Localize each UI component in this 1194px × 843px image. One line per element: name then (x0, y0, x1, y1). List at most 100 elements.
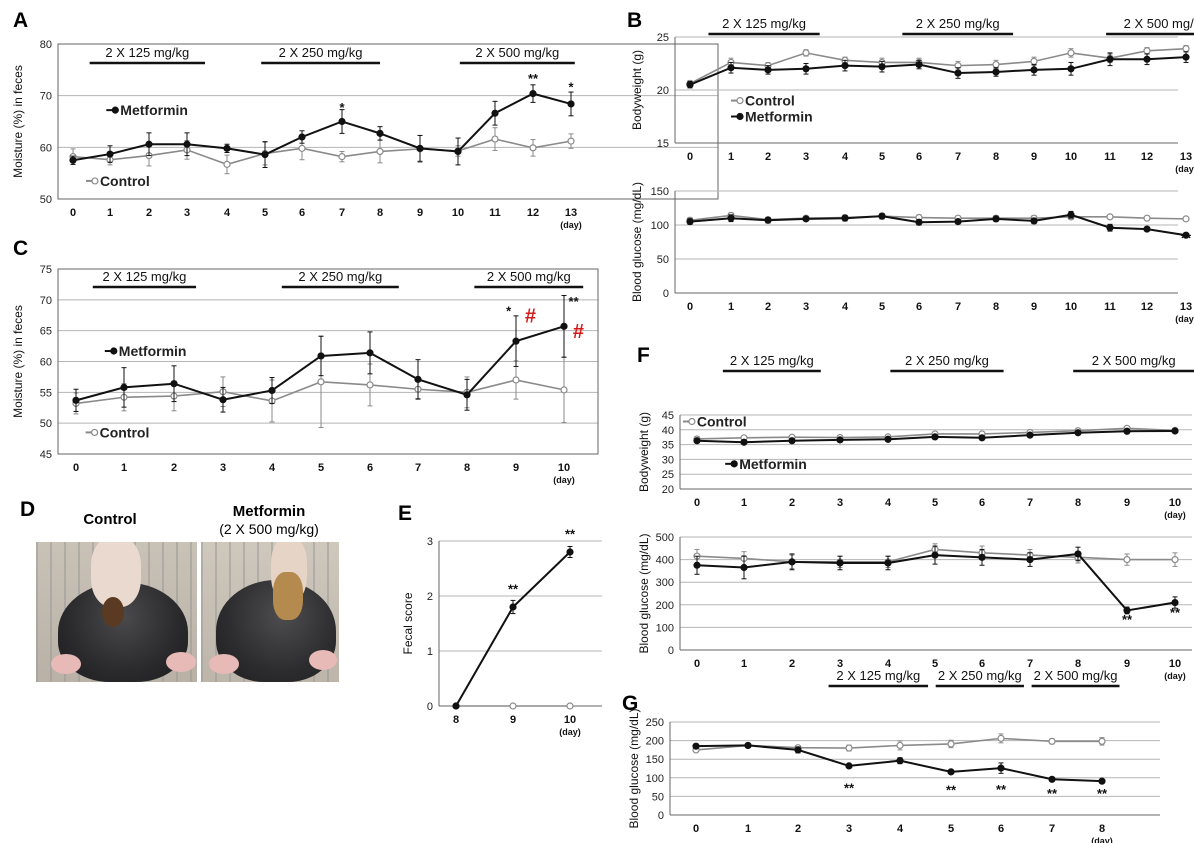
x-tick-label: 3 (184, 207, 190, 219)
data-point (1098, 737, 1106, 745)
x-tick-label: 13 (1180, 151, 1192, 163)
y-tick-label: 150 (646, 754, 664, 766)
data-point (298, 133, 306, 141)
legend-metformin: Metformin (731, 109, 813, 125)
data-point (841, 214, 849, 222)
x-tick-label: 3 (803, 151, 809, 163)
plot-frame (57, 268, 599, 455)
y-axis-title: Moisture (%) in feces (11, 305, 25, 418)
data-point (744, 741, 752, 750)
data-point (1048, 737, 1056, 745)
data-point (997, 764, 1005, 772)
x-unit-label: (day) (1164, 671, 1186, 681)
x-tick-label: 0 (694, 497, 700, 509)
data-point (1067, 211, 1075, 219)
x-tick-label: 2 (171, 462, 177, 474)
y-tick-label: 20 (662, 484, 674, 496)
data-point (896, 757, 904, 765)
y-axis-title: Bodyweight (g) (637, 412, 651, 492)
series-line (72, 138, 572, 166)
significance-marker: ** (844, 781, 855, 796)
data-point (764, 216, 772, 224)
significance-marker: ** (996, 782, 1007, 797)
data-point (145, 140, 153, 148)
y-tick-label: 25 (657, 32, 669, 44)
y-tick-label: 30 (662, 454, 674, 466)
hash-marker: # (525, 306, 536, 328)
data-point (836, 559, 844, 567)
data-point (1026, 555, 1034, 564)
data-point (1106, 55, 1114, 63)
significance-marker: ** (1097, 786, 1108, 801)
x-tick-label: 0 (687, 301, 693, 313)
data-point (106, 150, 114, 158)
y-tick-label: 70 (40, 91, 52, 103)
legend-marker (91, 177, 99, 185)
dose-label: 2 X 500 mg/kg (1034, 668, 1118, 683)
x-tick-label: 8 (1075, 497, 1081, 509)
x-tick-label: 8 (993, 151, 999, 163)
data-point (954, 69, 962, 77)
y-axis-title: Blood glucose (mg/dL) (627, 708, 641, 828)
data-point (338, 153, 346, 161)
data-point (802, 49, 810, 57)
data-point (992, 60, 1000, 69)
data-point (416, 144, 424, 152)
data-point (1182, 215, 1190, 223)
data-point (878, 63, 886, 71)
y-tick-label: 100 (651, 220, 669, 232)
legend-marker (90, 428, 99, 437)
data-point (1106, 213, 1114, 221)
legend-label: Metformin (119, 343, 187, 359)
x-tick-label: 8 (1075, 658, 1081, 670)
legend-label: Metformin (120, 102, 188, 118)
y-tick-label: 15 (657, 138, 669, 150)
y-tick-label: 45 (40, 449, 52, 461)
data-point (567, 137, 575, 145)
data-point (1098, 777, 1106, 785)
x-tick-label: 10 (1169, 497, 1181, 509)
photo-control (36, 542, 197, 682)
data-point (1067, 65, 1075, 73)
data-point (261, 150, 269, 159)
x-tick-label: 2 (789, 497, 795, 509)
y-tick-label: 75 (40, 264, 52, 276)
significance-marker: * (339, 100, 345, 115)
y-tick-label: 50 (652, 791, 664, 803)
x-tick-label: 2 (146, 207, 152, 219)
x-tick-label: 10 (1065, 151, 1077, 163)
x-tick-label: 2 (795, 823, 801, 835)
data-point (978, 434, 986, 442)
y-tick-label: 200 (646, 736, 664, 748)
data-point (1123, 606, 1131, 615)
data-point (268, 386, 276, 395)
x-tick-label: 0 (694, 658, 700, 670)
data-point (686, 81, 694, 89)
dose-label: 2 X 250 mg/kg (279, 45, 363, 60)
x-tick-label: 4 (269, 462, 276, 474)
x-unit-label: (day) (1164, 510, 1186, 520)
y-tick-label: 50 (657, 254, 669, 266)
legend-control: Control (731, 93, 795, 109)
y-tick-label: 55 (40, 387, 52, 399)
data-point (764, 66, 772, 74)
x-unit-label: (day) (1091, 836, 1113, 843)
data-point (560, 322, 568, 330)
data-point (1106, 224, 1114, 232)
data-point (836, 436, 844, 444)
panel-label: B (627, 9, 642, 32)
x-tick-label: 5 (879, 151, 885, 163)
series-metformin (69, 84, 575, 168)
data-point (454, 147, 462, 156)
x-tick-label: 11 (1104, 301, 1116, 313)
data-point (1026, 431, 1034, 439)
x-tick-label: 0 (70, 207, 76, 219)
data-point (1048, 775, 1056, 783)
series-metformin (686, 51, 1190, 89)
data-point (72, 396, 80, 404)
x-tick-label: 2 (765, 301, 771, 313)
data-point (1143, 214, 1151, 222)
dose-label: 2 X 500 mg/kg (1092, 353, 1176, 368)
significance-marker: ** (565, 526, 576, 541)
